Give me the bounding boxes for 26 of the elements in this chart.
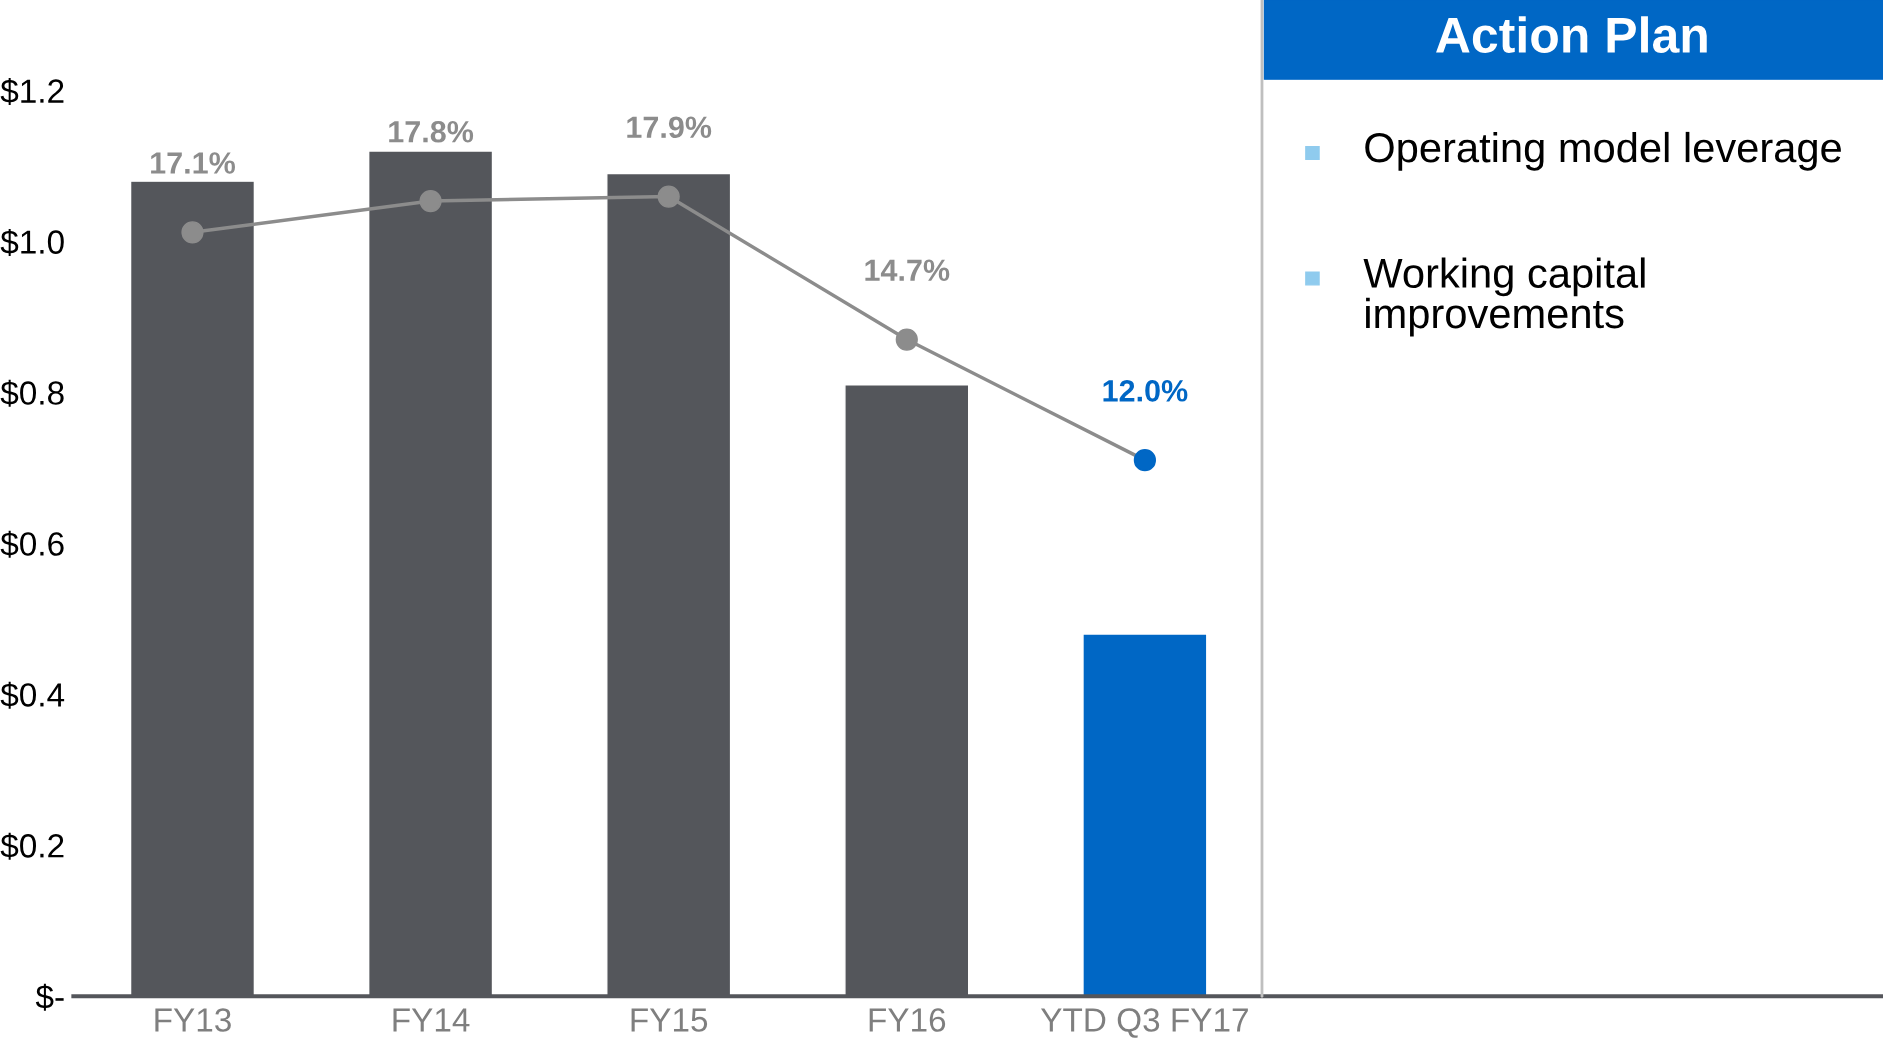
y-tick-label: $1.0 <box>0 228 64 256</box>
point <box>1133 449 1157 472</box>
text: Operating model leverage <box>1365 131 1841 171</box>
data-label: 17.8% <box>389 120 474 143</box>
data-label: 17.1% <box>151 152 235 174</box>
bar <box>1082 633 1208 997</box>
x-tick-label: FY13 <box>155 1008 231 1032</box>
x-tick-label: FY16 <box>869 1008 946 1032</box>
x-tick-label: FY15 <box>631 1008 708 1032</box>
y-tick-label: $0.8 <box>0 379 64 407</box>
data-label: 12.0% <box>1103 380 1188 402</box>
x-tick-label: YTD Q3 FY17 <box>1040 1008 1248 1038</box>
y-tick-label: $1.2 <box>0 77 64 105</box>
y-tick-label: $- <box>35 983 64 1011</box>
y-tick-label: $0.4 <box>0 681 65 709</box>
data-label: 14.7% <box>865 259 950 281</box>
y-tick-label: $0.2 <box>0 832 64 860</box>
point <box>181 221 204 244</box>
text: Working capital improvements <box>1363 257 1645 337</box>
text: Action Plan <box>1436 16 1707 53</box>
x-tick-label: FY14 <box>393 1008 470 1032</box>
data-label: 17.9% <box>627 116 712 139</box>
y-tick-label: $0.6 <box>0 530 64 558</box>
point <box>895 328 918 351</box>
point <box>657 185 680 208</box>
point <box>419 189 442 213</box>
